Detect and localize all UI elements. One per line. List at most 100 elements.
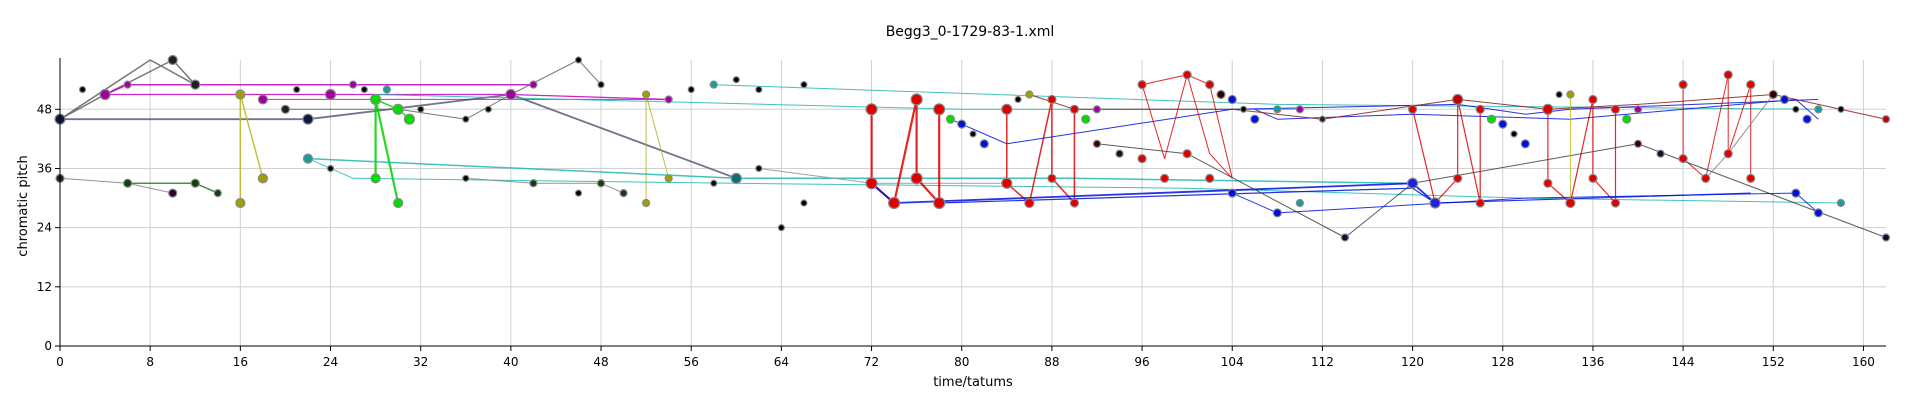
x-tick-label: 128 (1491, 355, 1514, 369)
data-point (293, 85, 301, 94)
chart-title: Begg3_0-1729-83-1.xml (886, 24, 1055, 40)
data-point (1486, 114, 1497, 124)
data-point (597, 81, 605, 89)
data-point (280, 104, 291, 114)
data-point (687, 85, 695, 94)
x-tick-label: 112 (1311, 355, 1334, 369)
series-line-25 (939, 187, 1751, 204)
series-line-5 (59, 177, 173, 194)
data-point (619, 189, 628, 198)
data-point (1182, 149, 1192, 159)
y-tick-label: 36 (37, 161, 52, 175)
data-point (326, 164, 335, 173)
data-point (484, 105, 492, 113)
data-point (1205, 80, 1215, 90)
series-line-29 (1141, 74, 1233, 179)
data-point (1588, 94, 1598, 105)
data-point (1836, 198, 1846, 208)
data-point (1723, 70, 1733, 80)
data-point (1092, 105, 1102, 114)
data-point (777, 224, 785, 232)
series-line-2 (60, 93, 737, 180)
data-point (1813, 208, 1823, 218)
data-point (1295, 198, 1304, 208)
data-point (370, 93, 382, 106)
series-lines (59, 59, 1887, 238)
data-point (324, 88, 337, 101)
data-point (1407, 104, 1418, 114)
series-line-31 (1412, 98, 1481, 204)
data-point (755, 85, 763, 94)
data-point (1837, 105, 1845, 113)
data-point (257, 173, 268, 184)
data-point (1881, 115, 1891, 124)
data-point (664, 174, 673, 183)
series-line-33 (1682, 74, 1752, 179)
series-line-3 (104, 83, 534, 96)
data-point (1453, 173, 1463, 183)
data-point (78, 85, 87, 94)
series-line-35 (1231, 192, 1819, 214)
data-point (933, 196, 946, 210)
data-point (99, 88, 111, 101)
data-point (1137, 154, 1147, 164)
data-point (1092, 139, 1102, 148)
data-point (1406, 177, 1419, 189)
data-point (1678, 80, 1688, 90)
x-tick-label: 72 (864, 355, 879, 369)
data-point (800, 81, 808, 89)
data-point (1227, 94, 1237, 105)
data-point (1182, 70, 1192, 80)
data-point (1475, 198, 1485, 208)
data-point (1001, 177, 1013, 189)
x-tick-label: 56 (684, 355, 699, 369)
data-point (887, 196, 901, 210)
data-point (1227, 188, 1237, 198)
data-point (1792, 105, 1800, 113)
data-point (709, 80, 718, 89)
data-point (1746, 173, 1756, 183)
data-point (1510, 130, 1518, 138)
data-point (1633, 105, 1643, 114)
x-tick-label: 144 (1672, 355, 1695, 369)
data-point (1069, 198, 1080, 208)
data-point (1566, 90, 1575, 99)
data-point (664, 95, 673, 104)
data-point (1452, 93, 1464, 106)
data-point (910, 172, 923, 185)
y-tick-label: 24 (37, 221, 52, 235)
data-point (1272, 208, 1282, 218)
y-tick-label: 0 (44, 339, 52, 353)
x-tick-label: 48 (593, 355, 608, 369)
x-tick-label: 120 (1401, 355, 1424, 369)
data-point (370, 173, 381, 184)
series-line-24 (871, 182, 1436, 204)
data-point (1768, 89, 1778, 100)
data-point (123, 80, 132, 89)
series-line-1 (59, 59, 197, 120)
data-point (1001, 103, 1013, 115)
data-point (574, 56, 583, 64)
series-line-32 (1547, 98, 1617, 204)
data-point (979, 139, 989, 149)
data-point (190, 178, 200, 188)
series-line-21 (758, 168, 1007, 184)
data-point (1543, 178, 1553, 188)
x-tick-label: 8 (146, 355, 154, 369)
data-point (596, 179, 606, 188)
x-axis-label: time/tatums (933, 375, 1013, 390)
data-point (1429, 197, 1441, 209)
series-line-14 (374, 99, 400, 204)
x-tick-label: 24 (323, 355, 338, 369)
data-point (348, 80, 358, 89)
data-point (213, 189, 222, 198)
data-point (168, 188, 178, 198)
data-point (382, 85, 391, 94)
series-line-37 (1705, 94, 1774, 179)
data-point (1588, 173, 1598, 183)
data-point (865, 177, 878, 190)
data-point (123, 178, 133, 188)
data-point (1475, 104, 1485, 114)
data-point (1802, 114, 1812, 124)
data-point (393, 197, 404, 209)
